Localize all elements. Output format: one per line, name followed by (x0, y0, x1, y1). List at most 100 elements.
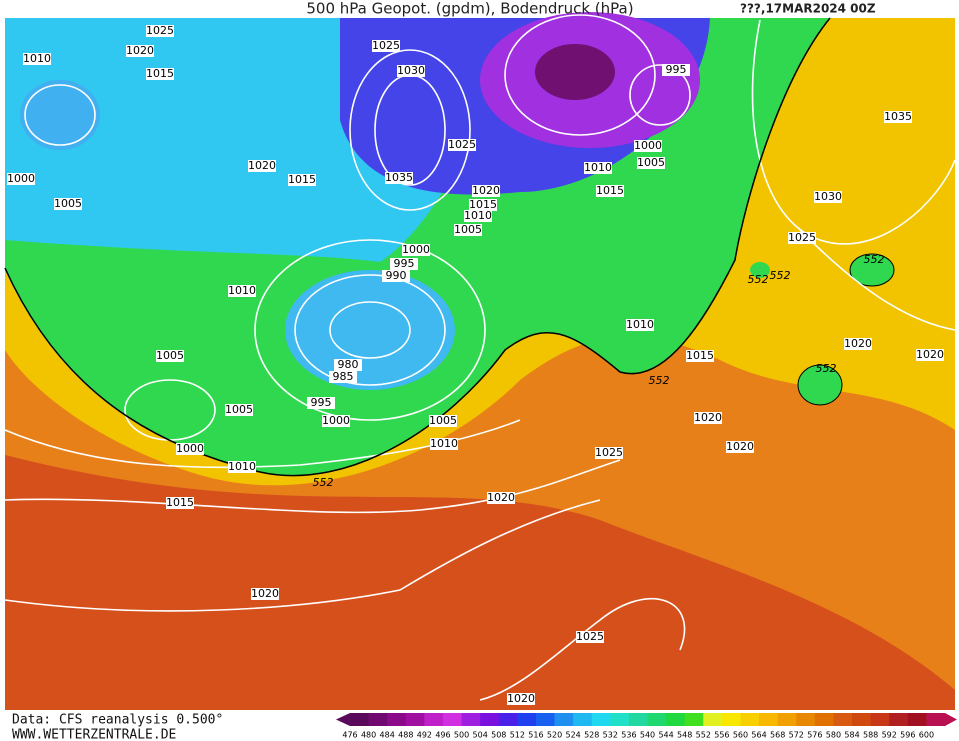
isobar-label-bg (844, 338, 872, 350)
colorbar-label: 568 (770, 731, 785, 740)
colorbar-label: 592 (882, 731, 897, 740)
colorbar-cell (461, 713, 481, 726)
isobar-label: 1035 (884, 110, 912, 123)
isobar-label: 1015 (686, 349, 714, 362)
isobar-label: 995 (666, 63, 687, 76)
colorbar-cell (554, 713, 574, 726)
isobar-label: 1000 (322, 414, 350, 427)
isobar-label-bg (454, 224, 482, 236)
deep-low-area (535, 44, 615, 100)
isobar-label-bg (397, 65, 425, 77)
colorbar-cell (814, 713, 834, 726)
colorbar-label: 596 (900, 731, 915, 740)
isobar-label-bg (176, 443, 204, 455)
colorbar-label: 484 (380, 731, 395, 740)
isobar-label-bg (228, 461, 256, 473)
colorbar-cell (442, 713, 463, 726)
isobar-label: 1015 (146, 67, 174, 80)
isobar-label-bg (916, 349, 944, 361)
colorbar-label: 528 (584, 731, 599, 740)
isobar-label-bg (576, 631, 604, 643)
colorbar-label: 512 (510, 731, 525, 740)
isobar-label: 1020 (487, 491, 515, 504)
contour-label: 552 (748, 273, 769, 286)
isobar-label: 1005 (637, 156, 665, 169)
isobar-label-bg (788, 232, 816, 244)
colorbar-label: 480 (361, 731, 376, 740)
contour-label: 552 (313, 476, 334, 489)
isobar-label: 1010 (430, 437, 458, 450)
isobar-label: 1020 (916, 348, 944, 361)
isobar-label-bg (884, 111, 912, 123)
colorbar-cell (647, 713, 667, 726)
isobar-label: 1010 (584, 161, 612, 174)
colorbar-label: 572 (789, 731, 804, 740)
isobar-label-bg (146, 68, 174, 80)
isobar-label: 1005 (429, 414, 457, 427)
isobar-label-bg (126, 45, 154, 57)
isobar-label: 1020 (726, 440, 754, 453)
isobar-label: 1015 (596, 184, 624, 197)
isobar-label-bg (329, 371, 357, 383)
isobar-label-bg (248, 160, 276, 172)
isobar-label: 1005 (156, 349, 184, 362)
isobar-label: 980 (338, 358, 359, 371)
isobar-label-bg (487, 492, 515, 504)
colorbar-label: 508 (491, 731, 506, 740)
colorbar-cell (870, 713, 890, 726)
colorbar-cell (703, 713, 723, 726)
isobar-label-bg (507, 693, 535, 705)
colorbar-label: 488 (398, 731, 413, 740)
isobar-label: 1000 (634, 139, 662, 152)
colorbar-arrow (945, 713, 957, 726)
isobar-label-bg (54, 198, 82, 210)
contour-label: 552 (864, 253, 885, 266)
isobars (4, 14, 956, 701)
colorbar-label: 548 (677, 731, 692, 740)
isobar-label-bg (322, 415, 350, 427)
colorbar-cell (889, 713, 909, 726)
colorbar-label: 520 (547, 731, 562, 740)
colorbar-label: 492 (417, 731, 432, 740)
green-patch (797, 364, 843, 406)
site: WWW.WETTERZENTRALE.DE (12, 728, 176, 741)
colorbar-label: 552 (696, 731, 711, 740)
isobar-label-bg (307, 397, 335, 409)
isobar-label-bg (225, 404, 253, 416)
colorbar-arrow (336, 713, 350, 726)
isobar-label: 1010 (626, 318, 654, 331)
isobar-label: 1010 (228, 460, 256, 473)
colorbar-cell (591, 713, 611, 726)
contour-label: 552 (816, 362, 837, 375)
isobar-label: 1020 (472, 184, 500, 197)
isobar-label: 1020 (507, 692, 535, 705)
isobar-label: 1035 (385, 171, 413, 184)
isobar-label: 1010 (23, 52, 51, 65)
colorbar-cell (405, 713, 425, 726)
colorbar-cell (721, 713, 741, 726)
isobar-labels: 1025102010151010100010051020101510251030… (7, 24, 944, 705)
isobar-label-bg (595, 447, 623, 459)
colorbar-label: 588 (863, 731, 878, 740)
isobar-label-bg (372, 40, 400, 52)
isobar-label: 1005 (225, 403, 253, 416)
isobar-label: 1025 (448, 138, 476, 151)
isobar-label-bg (464, 210, 492, 222)
isobar-label: 995 (394, 257, 415, 270)
colorbar-cell (777, 713, 797, 726)
isobar-label-bg (584, 162, 612, 174)
isobar-label-bg (156, 350, 184, 362)
isobar-label: 1010 (228, 284, 256, 297)
isobar-label-bg (23, 53, 51, 65)
colorbar-cell (350, 713, 370, 726)
isobar-label-bg (251, 588, 279, 600)
isobar-label: 1005 (454, 223, 482, 236)
isobar-label-bg (694, 412, 722, 424)
data-source: Data: CFS reanalysis 0.500° (12, 713, 223, 728)
isobar-label: 995 (311, 396, 332, 409)
date: ???,17MAR2024 00Z (740, 2, 876, 16)
isobar-label: 1020 (251, 587, 279, 600)
colorbar-label: 580 (826, 731, 841, 740)
colorbar-cell (480, 713, 500, 726)
colorbar-label: 560 (733, 731, 748, 740)
